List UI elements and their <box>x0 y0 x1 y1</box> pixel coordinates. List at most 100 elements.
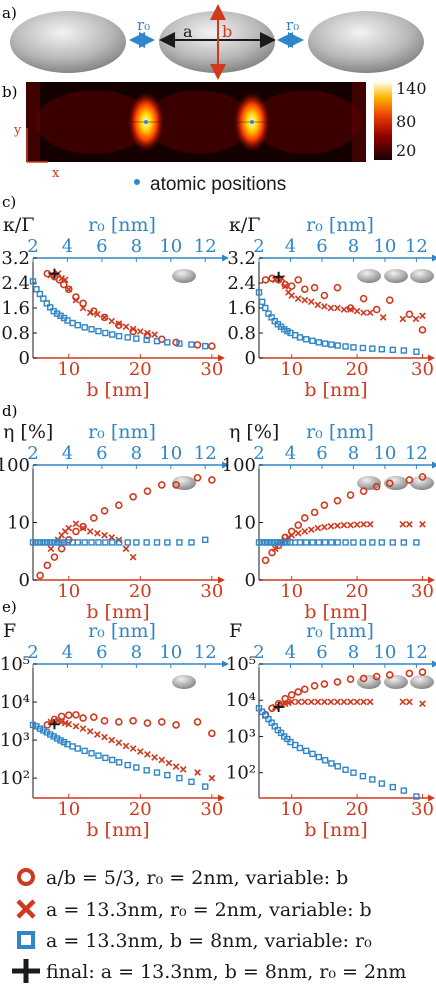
marker-cross <box>79 524 87 532</box>
y-tick-label: 0 <box>19 348 30 369</box>
marker-circle <box>359 674 368 683</box>
marker-circle <box>72 527 80 536</box>
y-axis-indicator-label: y <box>13 123 22 138</box>
chart-kappa-single: 3.2 2.4 1.6 0.8 0 10 20 30 2 4 6 8 10 12 b [nm] r₀ [nm]… <box>1 214 229 401</box>
marker-square <box>389 783 396 791</box>
marker-square <box>334 763 341 770</box>
y-axis-title: κ/Γ <box>229 214 260 236</box>
x-bottom-tick-label: 20 <box>129 581 152 602</box>
y-tick-label: 10² <box>226 763 256 784</box>
marker-square <box>43 300 50 307</box>
marker-cross <box>101 733 108 741</box>
x-axis-bottom-arrowhead <box>218 576 225 584</box>
x-top-tick-label: 12 <box>405 443 428 464</box>
marker-square <box>133 764 140 771</box>
marker-cross <box>144 329 151 337</box>
marker-square <box>202 342 209 350</box>
marker-circle <box>346 304 355 312</box>
marker-square <box>303 539 310 546</box>
colorbar <box>374 82 392 160</box>
x-axis-bottom-arrowhead <box>218 794 225 802</box>
marker-circle <box>172 721 180 729</box>
x-bottom-tick-label: 20 <box>346 799 369 820</box>
marker-square <box>36 725 44 732</box>
marker-plus <box>273 271 284 282</box>
marker-cross <box>406 520 413 528</box>
marker-circle <box>300 514 309 522</box>
x-top-tick-label: 4 <box>62 236 73 257</box>
y-tick-label: 3.2 <box>1 248 30 269</box>
marker-square <box>36 539 44 546</box>
x-bottom-axis-title: b [nm] <box>86 379 149 401</box>
marker-cross <box>61 276 69 284</box>
marker-square <box>36 290 44 298</box>
marker-cross <box>136 748 144 755</box>
marker-circle <box>57 544 66 553</box>
inset-particle-icon <box>384 269 408 283</box>
marker-square <box>40 539 47 546</box>
y-tick-label: 1.6 <box>1 298 30 319</box>
legend-label: a = 13.3nm, b = 8nm, variable: r₀ <box>46 930 372 952</box>
x-bottom-tick-label: 20 <box>129 359 152 380</box>
marker-square <box>164 771 171 779</box>
marker-cross <box>115 739 123 747</box>
marker-square <box>303 336 310 343</box>
x-bottom-tick-label: 10 <box>57 581 80 602</box>
marker-square <box>50 539 57 546</box>
marker-circle <box>36 571 44 580</box>
marker-circle <box>261 556 270 565</box>
marker-circle <box>385 296 394 304</box>
marker-cross <box>129 553 137 561</box>
legend-marker-cross <box>16 899 36 919</box>
x-bottom-axis-title: b [nm] <box>86 601 149 623</box>
panel-d-label: d) <box>2 402 17 420</box>
marker-cross <box>301 528 309 535</box>
y-tick-label: 10⁵ <box>0 654 30 675</box>
marker-square <box>143 336 150 344</box>
y-tick-label: 0 <box>19 570 30 591</box>
x-top-axis-title: r₀ [nm] <box>88 214 156 236</box>
x-axis-top-arrowhead <box>222 660 229 668</box>
marker-cross <box>94 310 101 318</box>
x-top-axis-title: r₀ [nm] <box>88 421 156 443</box>
marker-square <box>133 335 140 342</box>
marker-square <box>153 539 161 546</box>
marker-circle <box>346 491 355 499</box>
x-top-tick-label: 4 <box>285 443 296 464</box>
x-bottom-tick-label: 20 <box>346 581 369 602</box>
marker-square <box>176 539 183 546</box>
marker-square <box>133 539 140 546</box>
marker-cross <box>334 304 341 312</box>
x-top-tick-label: 4 <box>62 642 73 663</box>
marker-circle <box>287 282 296 290</box>
marker-circle <box>115 501 123 509</box>
y-tick-label: 10² <box>0 768 30 789</box>
y-tick-label: 0.8 <box>227 323 256 344</box>
marker-circle <box>310 283 319 292</box>
marker-circle <box>100 717 109 725</box>
marker-circle <box>208 729 216 738</box>
marker-square <box>143 767 150 774</box>
marker-cross <box>419 700 426 708</box>
x-top-tick-label: 12 <box>194 443 217 464</box>
marker-cross <box>122 323 130 331</box>
marker-circle <box>193 718 202 726</box>
marker-circle <box>172 481 180 489</box>
marker-square <box>95 539 102 546</box>
marker-cross <box>307 698 315 706</box>
marker-circle <box>310 508 319 517</box>
marker-cross <box>94 529 101 537</box>
y-tick-label: 10 <box>7 513 30 534</box>
inset-particle-icon <box>357 269 381 283</box>
y-tick-label: 2.4 <box>1 273 30 294</box>
marker-square <box>303 747 310 755</box>
marker-square <box>33 539 40 546</box>
marker-cross <box>419 312 426 320</box>
marker-square <box>43 539 50 546</box>
x-bottom-tick-label: 30 <box>411 581 434 602</box>
marker-square <box>164 539 171 546</box>
nanoparticle-right <box>308 11 424 73</box>
marker-circle <box>359 294 368 303</box>
marker-cross <box>314 524 322 532</box>
marker-square <box>359 344 367 352</box>
